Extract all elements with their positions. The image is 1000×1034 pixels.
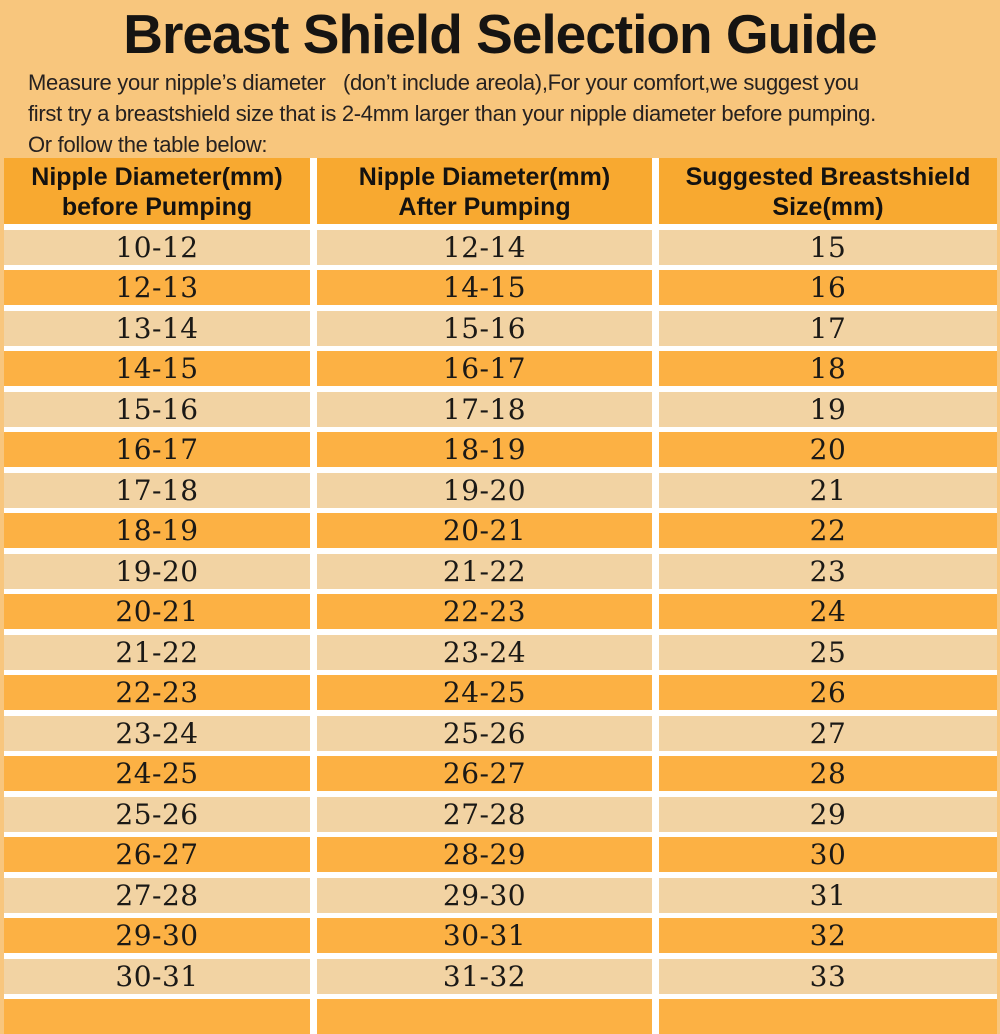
table-row: 26-27 28-29 30 [4,837,997,872]
table-cell: 16-17 [4,432,310,467]
intro-paragraph: Measure your nipple’s diameter (don’t in… [0,63,1000,160]
table-cell: 24-25 [4,756,310,791]
table-cell: 16-17 [317,351,652,386]
table-cell: 22-23 [317,594,652,629]
table-cell: 17 [659,310,997,346]
table-cell: 18-19 [317,432,652,467]
table-row: 10-12 12-14 15 [4,229,997,265]
table-cell: 19-20 [317,472,652,508]
table-header-row: Nipple Diameter(mm) before Pumping Nippl… [4,158,997,224]
table-cell: 12-14 [317,229,652,265]
header-cell-suggested-size: Suggested Breastshield Size(mm) [659,158,997,224]
header-line: before Pumping [61,193,253,221]
table-cell: 31 [659,877,997,913]
table-cell: 20 [659,432,997,467]
table-cell: 27 [659,715,997,751]
table-cell: 23 [659,553,997,589]
page-title: Breast Shield Selection Guide [123,3,877,65]
table-cell: 22 [659,513,997,548]
table-cell: 25 [659,634,997,670]
table-row: 29-30 30-31 32 [4,918,997,953]
table-cell: 30-31 [317,918,652,953]
table-cell [4,999,310,1034]
table-cell: 30 [659,837,997,872]
header-cell-after-pumping: Nipple Diameter(mm) After Pumping [317,158,652,224]
table-cell: 18-19 [4,513,310,548]
table-cell: 25-26 [4,796,310,832]
selection-table: Nipple Diameter(mm) before Pumping Nippl… [4,158,997,1034]
table-row: 21-22 23-24 25 [4,634,997,670]
table-cell: 20-21 [4,594,310,629]
table-cell: 28 [659,756,997,791]
table-cell: 20-21 [317,513,652,548]
table-cell: 32 [659,918,997,953]
table-row: 24-25 26-27 28 [4,756,997,791]
table-cell: 14-15 [4,351,310,386]
table-row: 16-17 18-19 20 [4,432,997,467]
table-cell: 17-18 [317,391,652,427]
table-cell [317,999,652,1034]
header-line: Nipple Diameter(mm) [358,163,611,191]
table-row-partial [4,999,997,1034]
table-cell: 21-22 [4,634,310,670]
table-cell: 30-31 [4,958,310,994]
table-cell: 26-27 [4,837,310,872]
table-cell: 23-24 [317,634,652,670]
table-cell: 16 [659,270,997,305]
table-cell: 24-25 [317,675,652,710]
table-row: 18-19 20-21 22 [4,513,997,548]
table-cell: 19 [659,391,997,427]
table-cell: 29 [659,796,997,832]
table-row: 15-16 17-18 19 [4,391,997,427]
table-cell: 12-13 [4,270,310,305]
table-cell: 15 [659,229,997,265]
header-line: After Pumping [398,193,571,221]
table-row: 30-31 31-32 33 [4,958,997,994]
table-cell: 33 [659,958,997,994]
table-cell: 31-32 [317,958,652,994]
table-cell: 15-16 [4,391,310,427]
table-cell: 29-30 [4,918,310,953]
table-cell: 24 [659,594,997,629]
intro-line-1: Measure your nipple’s diameter (don’t in… [28,70,859,95]
header-line: Suggested Breastshield [685,163,971,191]
table-cell: 19-20 [4,553,310,589]
table-row: 13-14 15-16 17 [4,310,997,346]
table-cell: 13-14 [4,310,310,346]
table-cell: 25-26 [317,715,652,751]
table-row: 27-28 29-30 31 [4,877,997,913]
table-cell: 26 [659,675,997,710]
table-row: 20-21 22-23 24 [4,594,997,629]
table-cell: 29-30 [317,877,652,913]
page: { "page": { "title": "Breast Shield Sele… [0,3,1000,1034]
table-cell: 21-22 [317,553,652,589]
table-cell: 23-24 [4,715,310,751]
table-cell: 15-16 [317,310,652,346]
table-row: 14-15 16-17 18 [4,351,997,386]
table-cell: 17-18 [4,472,310,508]
table-cell: 18 [659,351,997,386]
table-row: 12-13 14-15 16 [4,270,997,305]
table-row: 22-23 24-25 26 [4,675,997,710]
header-line: Nipple Diameter(mm) [31,163,283,191]
header-line: Size(mm) [772,193,884,221]
table-cell: 14-15 [317,270,652,305]
table-cell [659,999,997,1034]
table-row: 25-26 27-28 29 [4,796,997,832]
table-row: 19-20 21-22 23 [4,553,997,589]
table-cell: 22-23 [4,675,310,710]
header-cell-before-pumping: Nipple Diameter(mm) before Pumping [4,158,310,224]
table-cell: 21 [659,472,997,508]
intro-line-2: first try a breastshield size that is 2-… [28,101,876,126]
intro-line-3: Or follow the table below: [28,132,268,157]
table-row: 23-24 25-26 27 [4,715,997,751]
table-row: 17-18 19-20 21 [4,472,997,508]
table-cell: 26-27 [317,756,652,791]
table-cell: 27-28 [317,796,652,832]
table-cell: 10-12 [4,229,310,265]
table-cell: 27-28 [4,877,310,913]
table-cell: 28-29 [317,837,652,872]
